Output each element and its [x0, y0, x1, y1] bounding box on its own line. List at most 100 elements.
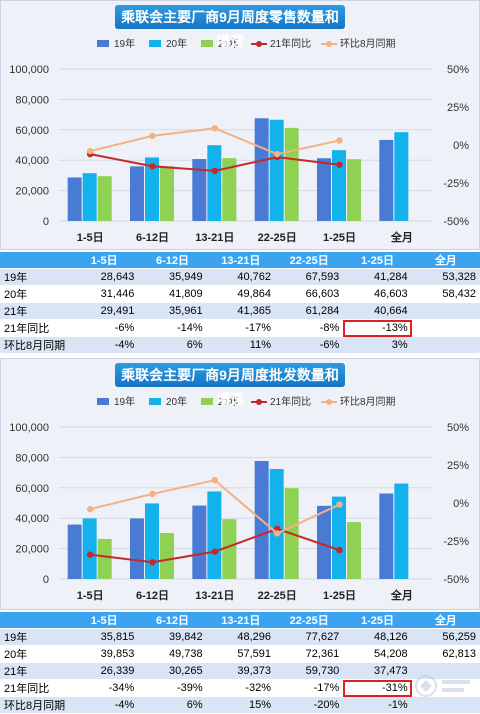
line-point — [273, 150, 281, 158]
line-point — [336, 501, 343, 508]
line-point — [86, 505, 94, 513]
legend-marker — [326, 41, 332, 47]
table-row: 21年 29,491 35,961 41,365 61,284 40,664 — [0, 302, 480, 320]
table-cell — [411, 319, 480, 337]
x-tick-label: 6-12日 — [136, 589, 169, 602]
table-cell: 54,208 — [343, 645, 412, 663]
legend-label: 21年 — [218, 395, 239, 408]
table-cell: 41,284 — [343, 268, 412, 286]
line-point — [149, 559, 156, 566]
table-cell: -4% — [70, 336, 139, 354]
table-header-cell — [0, 252, 70, 269]
table-cell: 31,446 — [70, 285, 139, 303]
table-cell: 48,296 — [206, 628, 275, 646]
y-tick-label: 100,000 — [9, 64, 49, 76]
y-tick-label: 60,000 — [15, 483, 49, 495]
line-point — [86, 551, 94, 558]
line-point — [336, 161, 343, 168]
legend-swatch — [201, 398, 213, 405]
table-header-row: 1-5日 6-12日 13-21日 22-25日 1-25日 全月 — [0, 612, 480, 629]
x-tick-label: 1-5日 — [77, 589, 104, 602]
table-cell — [411, 302, 480, 320]
table-cell: -17% — [206, 319, 275, 337]
table-cell: 49,738 — [138, 645, 207, 663]
table-cell: 11% — [206, 336, 275, 354]
table-cell: 35,961 — [138, 302, 207, 320]
x-tick-label: 13-21日 — [195, 231, 234, 244]
table-cell: 62,813 — [411, 645, 480, 663]
bar — [269, 119, 284, 221]
table-row: 21年同比 -6% -14% -17% -8% -13% — [0, 319, 480, 337]
bar — [145, 503, 159, 579]
wholesale-chart-panel: 0 20,000 40,000 60,000 80,000 100,000 -50% -25%… — [0, 358, 480, 714]
y2-tick-label: 0% — [453, 498, 469, 510]
row-label-cell: 19年 — [0, 628, 70, 646]
legend-label: 19年 — [114, 395, 135, 408]
bar — [192, 159, 207, 221]
table-header-cell: 6-12日 — [138, 252, 207, 269]
table-header-cell: 1-25日 — [343, 612, 412, 629]
bar — [332, 496, 346, 579]
table-header-cell: 6-12日 — [138, 612, 207, 629]
bar — [394, 483, 409, 579]
table-cell: 37,473 — [343, 662, 412, 680]
legend-label: 20年 — [166, 395, 187, 408]
row-label-cell: 21年同比 — [0, 679, 70, 697]
table-cell: 30,265 — [138, 662, 207, 680]
table-cell: 35,949 — [138, 268, 207, 286]
table-cell: 77,627 — [274, 628, 344, 646]
table-row: 19年 28,643 35,949 40,762 67,593 41,284 53,328 — [0, 268, 480, 286]
line-point — [149, 490, 156, 498]
bar — [347, 159, 361, 221]
table-row: 20年 31,446 41,809 49,864 66,603 46,603 58,432 — [0, 285, 480, 303]
legend-label: 19年 — [114, 37, 135, 50]
table-header-cell — [0, 612, 70, 629]
bar — [192, 505, 207, 579]
bar — [254, 118, 269, 221]
table-header-cell: 13-21日 — [206, 612, 275, 629]
bar — [130, 166, 144, 221]
x-tick-label: 1-25日 — [323, 589, 356, 602]
bar — [160, 532, 174, 579]
line-point — [149, 132, 156, 140]
row-label-cell: 20年 — [0, 645, 70, 663]
line-point — [211, 167, 219, 175]
x-tick-label: 22-25日 — [258, 231, 297, 244]
line-point — [273, 525, 281, 533]
legend-swatch — [97, 40, 109, 47]
legend-marker — [256, 399, 262, 405]
table-row: 19年 35,815 39,842 48,296 77,627 48,126 56,259 — [0, 628, 480, 646]
table-row: 环比8月同期 -4% 6% 11% -6% 3% — [0, 336, 480, 354]
table-header-cell: 全月 — [411, 252, 480, 269]
table-cell — [411, 336, 480, 354]
bar — [207, 491, 222, 579]
chart-legend: 19年 20年 21年 21年同比 环比8月同期 — [97, 395, 396, 408]
row-label-cell: 21年同比 — [0, 319, 70, 337]
bar — [379, 493, 394, 579]
y2-tick-label: -25% — [443, 178, 469, 190]
y-tick-label: 80,000 — [15, 94, 49, 106]
y-tick-label: 40,000 — [15, 155, 49, 167]
y2-tick-label: 50% — [447, 422, 469, 434]
table-cell: -13% — [343, 319, 412, 337]
retail-chart-title: 乘联会主要厂商9月周度零售数量和增速 — [115, 5, 345, 49]
table-cell: 6% — [138, 696, 207, 714]
y-tick-label: 40,000 — [15, 513, 49, 525]
line-point — [211, 548, 219, 555]
table-cell: 39,842 — [138, 628, 207, 646]
table-cell: 28,643 — [70, 268, 139, 286]
x-tick-label: 全月 — [390, 588, 413, 602]
bar — [82, 173, 97, 221]
y-tick-label: 0 — [43, 216, 49, 228]
table-cell: 49,864 — [206, 285, 275, 303]
bar — [269, 469, 284, 579]
table-header-cell: 13-21日 — [206, 252, 275, 269]
bar — [82, 518, 97, 579]
legend-label: 20年 — [166, 37, 187, 50]
bar — [284, 127, 299, 221]
table-cell: 6% — [138, 336, 207, 354]
table-cell: 66,603 — [274, 285, 344, 303]
table-cell: 56,259 — [411, 628, 480, 646]
x-tick-label: 6-12日 — [136, 231, 169, 244]
x-tick-label: 22-25日 — [258, 589, 297, 602]
